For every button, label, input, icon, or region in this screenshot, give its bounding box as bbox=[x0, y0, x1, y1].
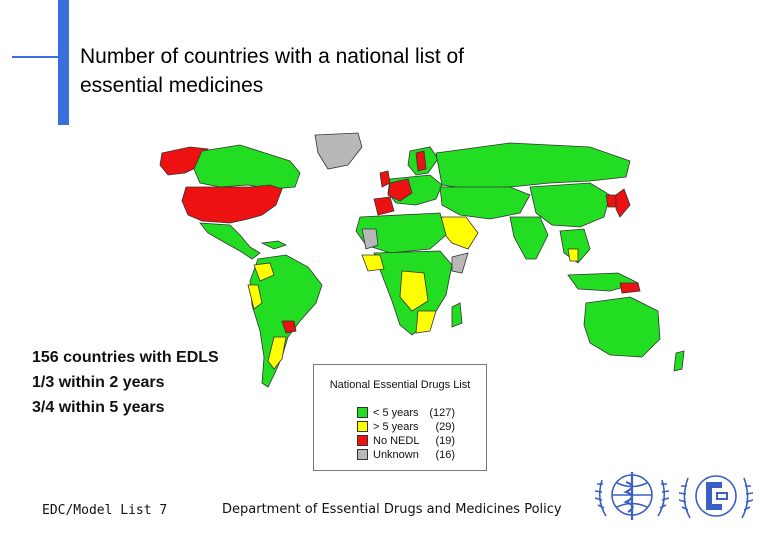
map-africa-north bbox=[355, 212, 447, 254]
map-madagascar bbox=[451, 302, 463, 328]
map-se-asia-yellow bbox=[567, 248, 579, 262]
map-alaska bbox=[159, 146, 209, 176]
title-line-1: Number of countries with a national list… bbox=[80, 45, 465, 68]
map-canada bbox=[193, 144, 301, 190]
who-emblem-logo bbox=[594, 472, 670, 520]
map-uk bbox=[379, 170, 391, 188]
legend-item: > 5 years (29) bbox=[357, 420, 455, 433]
legend-item-label: > 5 years bbox=[373, 420, 419, 433]
legend-swatch-yellow bbox=[357, 421, 368, 432]
map-india bbox=[509, 216, 549, 260]
map-mexico bbox=[199, 222, 261, 260]
legend-swatch-green bbox=[357, 407, 368, 418]
legend-swatch-gray bbox=[357, 449, 368, 460]
legend-swatch-red bbox=[357, 435, 368, 446]
legend-item: No NEDL (19) bbox=[357, 434, 455, 447]
map-sa-red-paraguay bbox=[281, 320, 297, 334]
map-new-guinea-red bbox=[619, 282, 641, 294]
footer-model-list: EDC/Model List 7 bbox=[42, 503, 168, 518]
map-usa bbox=[181, 184, 283, 224]
map-sweden-red bbox=[415, 150, 427, 172]
map-sa-yellow-argentina bbox=[267, 336, 287, 370]
legend-item-label: < 5 years bbox=[373, 406, 419, 419]
map-japan bbox=[615, 188, 631, 218]
footer-department: Department of Essential Drugs and Medici… bbox=[222, 502, 562, 517]
legend-title: National Essential Drugs List bbox=[329, 379, 471, 391]
map-africa-yellow-south bbox=[415, 310, 437, 334]
legend-item: Unknown (16) bbox=[357, 448, 455, 461]
map-africa-west-gray bbox=[361, 228, 379, 250]
map-china bbox=[529, 182, 611, 228]
map-russia bbox=[435, 142, 631, 190]
map-europe-red-west bbox=[387, 178, 413, 202]
title-accent-line bbox=[12, 56, 68, 58]
legend-item-label: No NEDL bbox=[373, 434, 420, 447]
map-greenland bbox=[314, 132, 363, 170]
map-australia bbox=[583, 296, 661, 358]
map-africa-horn-gray bbox=[451, 252, 469, 274]
map-caribbean bbox=[260, 240, 288, 250]
map-africa-yellow-west bbox=[361, 254, 385, 272]
page-title: Number of countries with a national list… bbox=[80, 42, 600, 100]
legend-item: < 5 years (127) bbox=[357, 406, 455, 419]
map-sa-yellow-peru bbox=[247, 284, 263, 310]
map-central-asia bbox=[439, 186, 531, 220]
title-accent-bar bbox=[58, 0, 69, 125]
world-map bbox=[159, 132, 685, 388]
map-iberia bbox=[373, 196, 395, 216]
edm-logo bbox=[678, 475, 754, 519]
legend-item-count: (127) bbox=[429, 406, 455, 419]
stats-line-2: 1/3 within 2 years bbox=[32, 374, 165, 391]
legend-item-count: (16) bbox=[435, 448, 455, 461]
legend-item-label: Unknown bbox=[373, 448, 419, 461]
stats-line-1: 156 countries with EDLS bbox=[32, 349, 219, 366]
legend-item-count: (19) bbox=[435, 434, 455, 447]
map-sa-yellow-north bbox=[253, 262, 275, 282]
stats-block: 156 countries with EDLS 1/3 within 2 yea… bbox=[32, 345, 219, 420]
map-legend: National Essential Drugs List < 5 years … bbox=[313, 364, 487, 471]
map-new-zealand bbox=[673, 350, 685, 372]
legend-item-count: (29) bbox=[435, 420, 455, 433]
stats-line-3: 3/4 within 5 years bbox=[32, 399, 165, 416]
map-se-asia bbox=[559, 228, 591, 264]
map-africa-yellow-central bbox=[399, 270, 429, 312]
map-korea bbox=[605, 194, 617, 208]
title-line-2: essential medicines bbox=[80, 74, 264, 97]
